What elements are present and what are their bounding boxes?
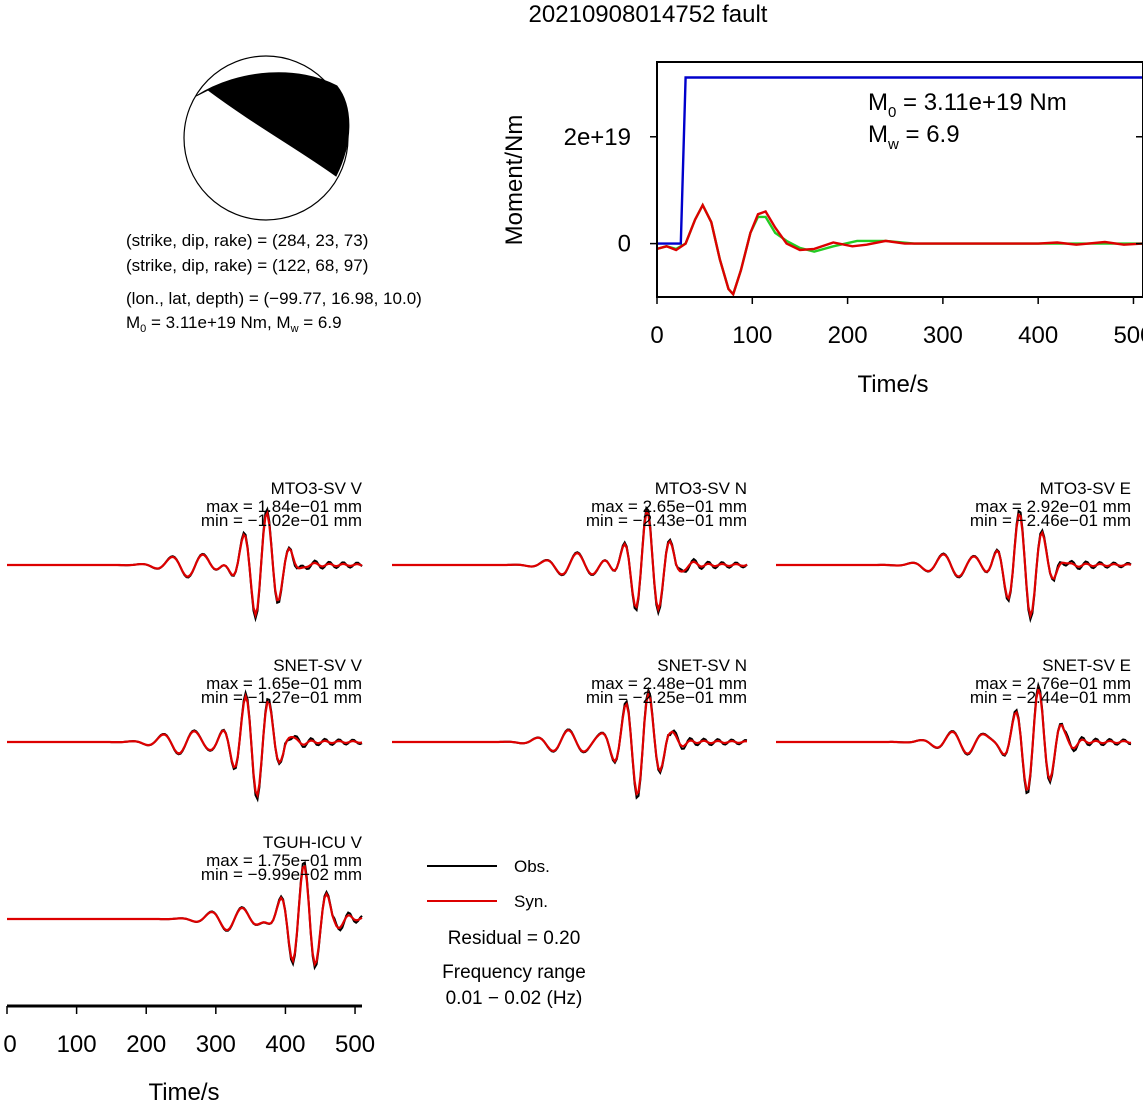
waveform-min-label: min = −1.02e−01 mm [201,511,362,530]
moment-xtick-label: 100 [732,322,772,349]
moment-xtick-label: 300 [923,322,963,349]
waveform-max-label: max = 1.75e−01 mm [206,851,362,870]
location-text: (lon., lat, depth) = (−99.77, 16.98, 10.… [126,289,422,308]
frequency-range-value: 0.01 − 0.02 (Hz) [446,988,583,1009]
moment-annotation-m0: M0 = 3.11e+19 Nm [868,89,1067,121]
waveform-max-label: max = 1.65e−01 mm [206,674,362,693]
waveform-station-label: MTO3-SV E [1040,479,1131,498]
waveform-xtick-label: 300 [196,1031,236,1058]
waveform-xtick-label: 200 [126,1031,166,1058]
waveform-xtick-label: 100 [57,1031,97,1058]
waveform-xtick-label: 500 [335,1031,375,1058]
waveform-max-label: max = 2.76e−01 mm [975,674,1131,693]
waveform-time-axis: Time/s 0 100 200 300 400 500 [3,1004,375,1104]
waveform-max-label: max = 2.48e−01 mm [591,674,747,693]
beachball [183,55,350,221]
mw-value: = 6.9 [299,313,342,332]
moment-annotation-mw: Mw = 6.9 [868,121,960,153]
waveform-syn-trace [776,512,1132,620]
moment-series-line-1 [656,202,1143,297]
moment-xtick-label: 500 [1113,322,1143,349]
moment-axes: 0 100 200 300 400 500 0 2e+19 [564,124,1143,349]
waveform-syn-trace [7,692,363,799]
m0-symbol: M [126,313,140,332]
residual-text: Residual = 0.20 [448,928,581,949]
waveform-xtick-label: 0 [3,1031,16,1058]
waveform-station-label: MTO3-SV V [271,479,363,498]
waveform-max-label: max = 2.65e−01 mm [591,497,747,516]
waveform-syn-trace [776,685,1132,792]
moment-series-line-0 [657,76,1143,245]
legend-syn-label: Syn. [514,892,548,911]
moment-ylabel: Moment/Nm [501,115,528,246]
waveform-min-label: min = −2.43e−01 mm [586,511,747,530]
figure-title: 20210908014752 fault [529,1,768,28]
waveform-station-label: SNET-SV N [657,656,747,675]
legend-obs-label: Obs. [514,857,550,876]
moment-ytick-label: 0 [618,231,631,258]
moment-plot-frame [656,61,1143,298]
waveform-station-label: SNET-SV V [273,656,362,675]
moment-xtick-label: 200 [828,322,868,349]
moment-series-group [656,76,1143,297]
waveform-min-label: min = −2.46e−01 mm [970,511,1131,530]
waveform-syn-trace [7,509,363,619]
waveform-min-label: min = −2.25e−01 mm [586,688,747,707]
moment-chart: 010020030040050002e+19 M0 = 3.11e+19 Nm … [501,61,1143,398]
waveform-syn-trace [392,509,748,614]
waveform-syn-trace [392,689,748,796]
waveform-station-label: TGUH-ICU V [263,833,363,852]
legend: Obs. Syn. [427,857,550,911]
plane1-text: (strike, dip, rake) = (284, 23, 73) [126,231,368,250]
waveform-station-label: SNET-SV E [1042,656,1131,675]
m0-value: = 3.11e+19 Nm, M [146,313,290,332]
waveform-min-label: min = −9.99e−02 mm [201,865,362,884]
waveform-min-label: min = −2.44e−01 mm [970,688,1131,707]
moment-xlabel: Time/s [857,371,928,398]
moment-ytick-label: 2e+19 [564,124,631,151]
waveform-max-label: max = 2.92e−01 mm [975,497,1131,516]
plane2-text: (strike, dip, rake) = (122, 68, 97) [126,256,368,275]
waveform-xlabel: Time/s [148,1079,219,1104]
waveform-syn-trace [7,864,363,968]
beachball-compressional-quadrant [195,72,350,177]
waveform-station-label: MTO3-SV N [655,479,747,498]
moment-series-line-2 [656,202,1143,297]
frequency-range-label: Frequency range [442,962,586,983]
waveform-max-label: max = 1.84e−01 mm [206,497,362,516]
waveform-xtick-label: 400 [265,1031,305,1058]
moment-summary-text: M0 = 3.11e+19 Nm, Mw = 6.9 [126,313,342,335]
moment-xtick-label: 0 [650,322,663,349]
moment-xtick-label: 400 [1018,322,1058,349]
waveform-min-label: min = −1.27e−01 mm [201,688,362,707]
